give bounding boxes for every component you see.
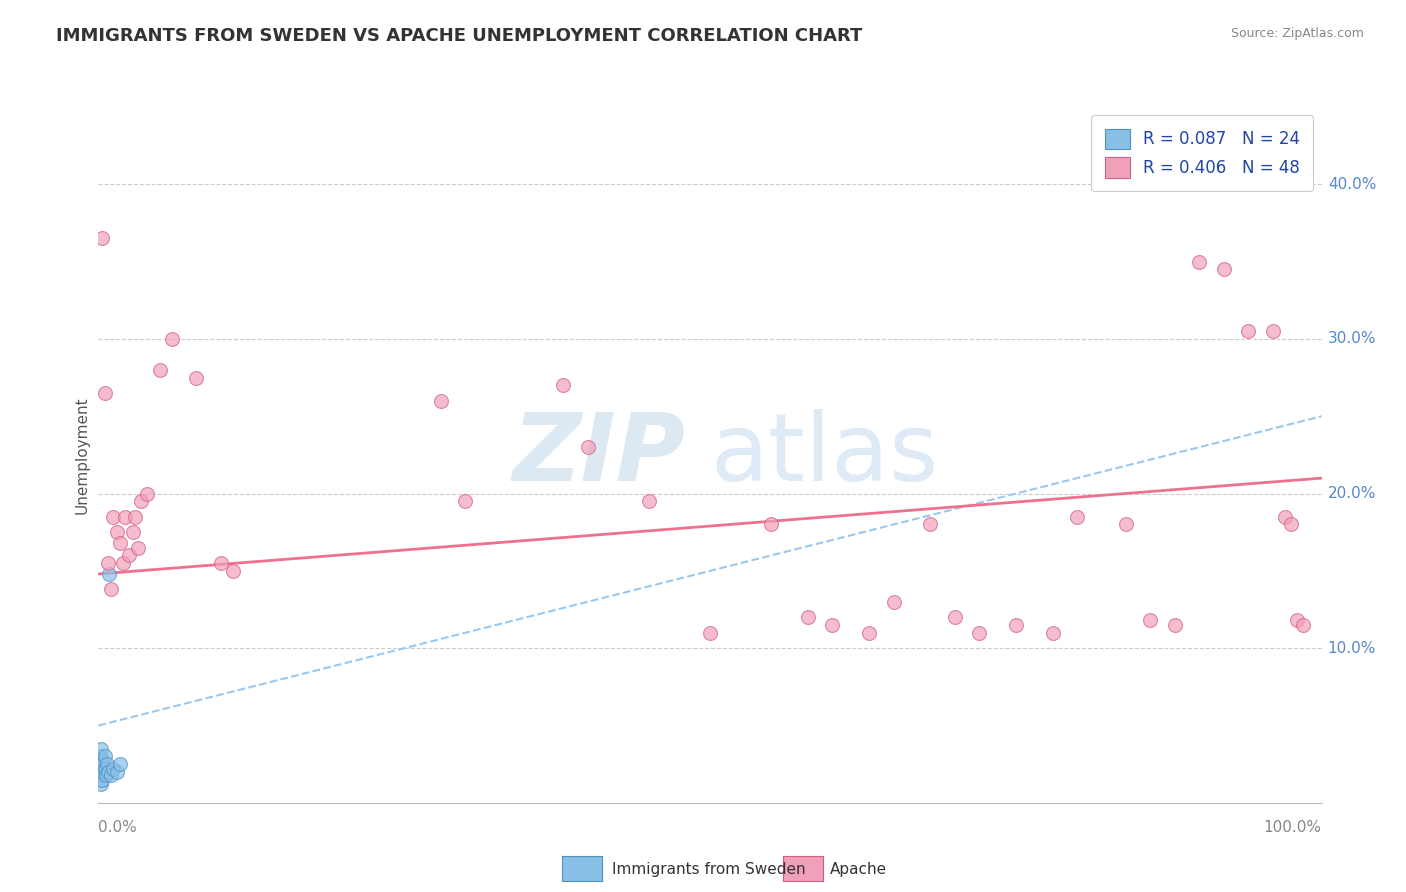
Point	[105, 525, 128, 540]
Point	[89, 757, 111, 772]
Point	[858, 625, 880, 640]
Point	[93, 749, 115, 764]
Point	[209, 556, 232, 570]
Point	[1212, 262, 1234, 277]
Point	[105, 764, 128, 779]
Point	[1164, 618, 1187, 632]
Point	[127, 541, 149, 555]
Point	[1188, 254, 1211, 268]
Point	[90, 764, 112, 779]
Point	[97, 764, 120, 779]
Point	[883, 595, 905, 609]
Point	[91, 752, 114, 766]
Point	[1139, 613, 1161, 627]
Point	[93, 386, 115, 401]
Point	[94, 768, 117, 782]
Text: IMMIGRANTS FROM SWEDEN VS APACHE UNEMPLOYMENT CORRELATION CHART: IMMIGRANTS FROM SWEDEN VS APACHE UNEMPLO…	[56, 27, 863, 45]
Point	[1237, 324, 1260, 338]
Point	[699, 625, 721, 640]
Point	[101, 762, 124, 776]
Text: 30.0%: 30.0%	[1327, 332, 1376, 346]
Point	[1286, 613, 1309, 627]
Point	[430, 393, 453, 408]
Point	[91, 764, 114, 779]
Point	[89, 762, 111, 776]
Text: 0.0%: 0.0%	[98, 821, 138, 835]
Point	[100, 768, 122, 782]
Point	[454, 494, 477, 508]
Point	[943, 610, 966, 624]
Point	[149, 363, 172, 377]
Text: 10.0%: 10.0%	[1327, 640, 1376, 656]
Point	[89, 768, 111, 782]
Text: atlas: atlas	[710, 409, 938, 501]
Point	[89, 749, 111, 764]
Point	[114, 509, 136, 524]
Y-axis label: Unemployment: Unemployment	[75, 396, 90, 514]
Point	[90, 741, 112, 756]
Point	[96, 757, 118, 772]
Point	[222, 564, 245, 578]
Point	[1066, 509, 1088, 524]
Point	[1261, 324, 1284, 338]
Point	[91, 762, 114, 776]
Point	[91, 772, 114, 787]
Point	[576, 440, 599, 454]
Text: Immigrants from Sweden: Immigrants from Sweden	[612, 863, 806, 877]
Point	[761, 517, 783, 532]
Point	[129, 494, 152, 508]
Point	[97, 556, 120, 570]
Point	[90, 777, 112, 791]
Point	[121, 525, 143, 540]
Point	[553, 378, 575, 392]
Point	[100, 582, 122, 597]
Point	[920, 517, 942, 532]
Point	[1279, 517, 1302, 532]
Point	[91, 231, 114, 245]
Point	[118, 549, 141, 563]
Point	[967, 625, 990, 640]
Point	[1274, 509, 1296, 524]
Text: 40.0%: 40.0%	[1327, 177, 1376, 192]
Point	[160, 332, 183, 346]
Point	[637, 494, 661, 508]
Text: 20.0%: 20.0%	[1327, 486, 1376, 501]
Point	[110, 536, 132, 550]
Point	[1292, 618, 1315, 632]
Point	[90, 772, 112, 787]
Point	[186, 370, 208, 384]
Point	[98, 566, 121, 581]
Legend: R = 0.087   N = 24, R = 0.406   N = 48: R = 0.087 N = 24, R = 0.406 N = 48	[1091, 115, 1313, 191]
Text: ZIP: ZIP	[513, 409, 686, 501]
Point	[91, 757, 114, 772]
Point	[1042, 625, 1064, 640]
Point	[91, 768, 114, 782]
Point	[136, 486, 159, 500]
Point	[1115, 517, 1137, 532]
Point	[797, 610, 820, 624]
Point	[101, 509, 124, 524]
Text: 100.0%: 100.0%	[1264, 821, 1322, 835]
Point	[124, 509, 146, 524]
Text: Source: ZipAtlas.com: Source: ZipAtlas.com	[1230, 27, 1364, 40]
Point	[111, 556, 134, 570]
Point	[1004, 618, 1026, 632]
Text: Apache: Apache	[830, 863, 887, 877]
Point	[93, 762, 115, 776]
Point	[821, 618, 844, 632]
Point	[110, 757, 132, 772]
